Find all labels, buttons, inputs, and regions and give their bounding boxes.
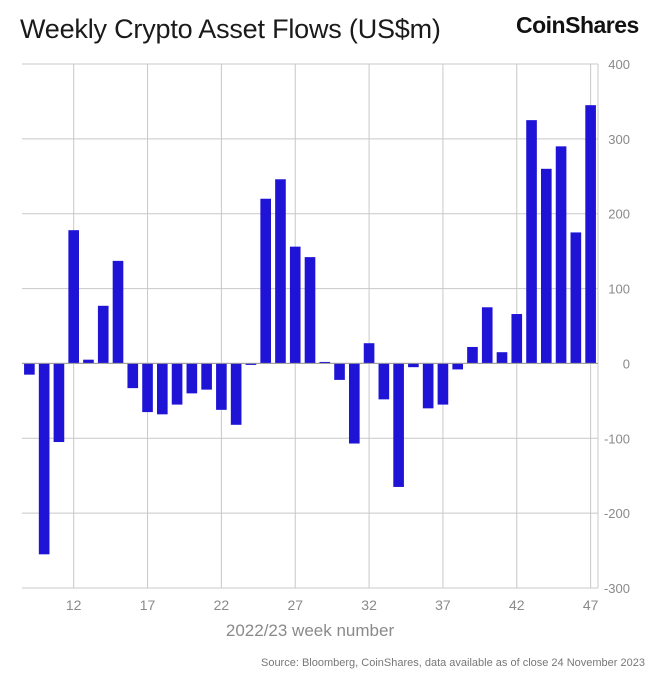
bar	[245, 363, 257, 365]
bar	[467, 346, 478, 364]
bar	[83, 359, 94, 364]
x-tick-label: 27	[287, 597, 303, 613]
bar	[216, 363, 227, 410]
bar	[378, 363, 390, 400]
bar	[24, 363, 35, 375]
bar	[112, 260, 124, 364]
bar	[481, 307, 493, 364]
x-axis-label: 2022/23 week number	[226, 621, 395, 640]
y-tick-label: 100	[608, 282, 630, 297]
y-tick-label: 0	[623, 356, 630, 371]
bar	[511, 314, 523, 364]
x-tick-label: 22	[214, 597, 230, 613]
bar	[585, 105, 596, 364]
y-tick-label: 200	[608, 207, 630, 222]
bar	[142, 363, 153, 413]
bar	[260, 198, 272, 364]
x-tick-label: 37	[435, 597, 451, 613]
y-tick-label: -100	[604, 431, 630, 446]
bar	[393, 363, 404, 487]
x-tick-label: 42	[509, 597, 525, 613]
bar	[171, 363, 183, 405]
bar	[275, 179, 286, 364]
y-tick-label: -300	[604, 581, 630, 596]
bar	[526, 120, 537, 364]
bar	[319, 361, 331, 364]
bar	[186, 363, 198, 394]
bar	[363, 343, 375, 364]
bar	[127, 363, 139, 389]
bar	[289, 246, 301, 364]
bar	[230, 363, 242, 425]
y-tick-label: -200	[604, 506, 630, 521]
bar	[408, 363, 419, 368]
bar	[540, 168, 552, 364]
bar	[452, 363, 464, 370]
y-tick-label: 300	[608, 132, 630, 147]
y-tick-label: 400	[608, 57, 630, 72]
bar	[437, 363, 449, 405]
source-note: Source: Bloomberg, CoinShares, data avai…	[260, 657, 645, 669]
x-tick-label: 32	[361, 597, 377, 613]
bar	[496, 352, 508, 364]
bar	[156, 363, 168, 415]
bar	[38, 363, 50, 555]
bar	[422, 363, 434, 409]
x-tick-label: 12	[66, 597, 82, 613]
bar	[97, 305, 109, 364]
bar	[570, 232, 582, 364]
chart-title: Weekly Crypto Asset Flows (US$m)	[20, 14, 441, 44]
x-tick-label: 17	[140, 597, 156, 613]
bar-series	[24, 105, 596, 555]
bar	[304, 257, 316, 364]
bar	[68, 230, 80, 364]
bar	[53, 363, 65, 443]
axes: 400 300 200 100 0 -100 -200 -300 12 17 22 27 32 37 42 4…	[22, 57, 630, 613]
bar	[201, 363, 212, 390]
x-tick-label: 47	[583, 597, 599, 613]
bar	[555, 146, 567, 364]
bar	[348, 363, 360, 444]
brand-logo: CoinShares	[516, 12, 639, 38]
bar	[334, 363, 345, 380]
